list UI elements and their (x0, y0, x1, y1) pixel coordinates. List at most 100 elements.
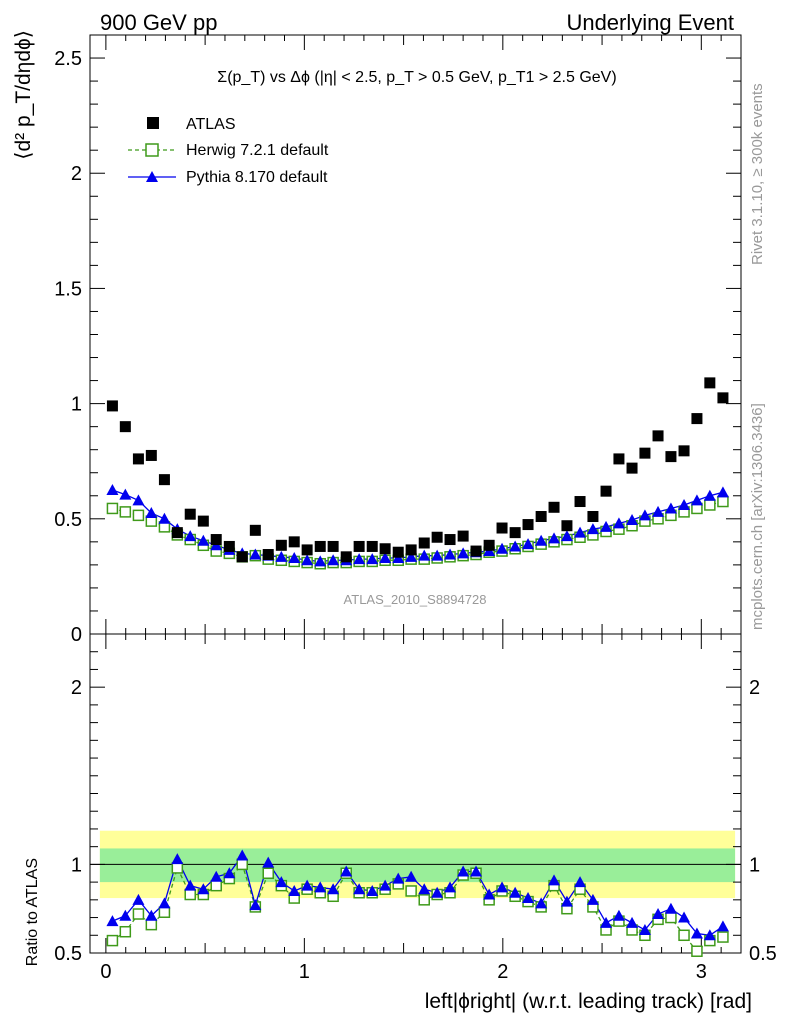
pythia-ratio-point (600, 916, 613, 928)
pythia-point (184, 530, 197, 542)
legend-label-pythia: Pythia 8.170 default (186, 169, 328, 186)
pythia-ratio-point (210, 870, 223, 882)
atlas-point (275, 539, 287, 551)
atlas-point (418, 537, 430, 549)
pythia-ratio-point (690, 927, 703, 939)
pythia-point (418, 549, 431, 561)
herwig-ratio-point (171, 862, 184, 874)
pythia-ratio-point (716, 920, 729, 932)
atlas-point (132, 453, 144, 465)
pythia-point (509, 540, 522, 552)
pythia-point (703, 489, 716, 501)
top-axes-ytick-label: 0.5 (54, 509, 82, 531)
pythia-ratio-point (496, 881, 509, 893)
pythia-ratio-point (652, 908, 665, 920)
pythia-point (548, 532, 561, 544)
herwig-point (106, 502, 119, 515)
atlas-point (379, 543, 391, 555)
atlas-point (704, 377, 716, 389)
herwig-ratio-point (132, 908, 145, 920)
pythia-point (145, 507, 158, 519)
atlas-point (301, 544, 313, 556)
pythia-point (158, 512, 171, 524)
top-axes-ytick-label: 2 (71, 163, 82, 185)
atlas-point (288, 536, 300, 548)
herwig-ratio-point (405, 885, 417, 897)
herwig-point (132, 509, 145, 522)
herwig-ratio-line (112, 863, 724, 953)
pythia-point (496, 542, 509, 554)
atlas-point (314, 540, 326, 552)
pythia-ratio-point (703, 929, 716, 941)
pythia-ratio-point (522, 892, 535, 904)
pythia-ratio-point (340, 865, 353, 877)
atlas-point (626, 462, 638, 474)
legend-marker-pythia (146, 171, 158, 182)
header-right: Underlying Event (566, 10, 734, 35)
pythia-ratio-point (379, 879, 392, 891)
pythia-point (690, 494, 703, 506)
pythia-point (119, 488, 132, 500)
top-axes: 0 0.5 1 1.5 2 2.5 (54, 34, 742, 646)
pythia-ratio-point (288, 884, 301, 896)
herwig-ratio-point (145, 918, 158, 931)
pythia-point (431, 549, 444, 561)
herwig-ratio-point (418, 894, 430, 906)
atlas-point (353, 540, 365, 552)
atlas-point (431, 531, 443, 543)
pythia-ratio-point (262, 856, 275, 868)
pythia-ratio-point (418, 883, 431, 895)
herwig-ratio-point (665, 911, 677, 924)
atlas-point (587, 511, 599, 523)
pythia-ratio-point (470, 865, 483, 877)
herwig-ratio-point (717, 931, 729, 943)
xtick-label: 2 (497, 961, 508, 983)
pythia-ratio-point (678, 911, 691, 923)
atlas-point (522, 519, 534, 531)
pythia-ratio-point (119, 909, 132, 921)
atlas-point (535, 511, 547, 523)
atlas-point (223, 540, 235, 552)
atlas-point (717, 392, 729, 404)
legend: ATLAS Herwig 7.2.1 default Pythia 8.170 … (128, 116, 329, 186)
pythia-point (366, 553, 379, 565)
atlas-point (574, 496, 586, 508)
herwig-ratio-point (184, 888, 196, 901)
pythia-ratio-point (197, 883, 210, 895)
pythia-point (197, 534, 210, 546)
atlas-point (366, 540, 378, 552)
pythia-point (301, 554, 314, 566)
herwig-point (704, 499, 716, 511)
pythia-ratio-point (145, 909, 158, 921)
atlas-point (496, 522, 508, 534)
atlas-point (405, 544, 417, 556)
pythia-point (314, 555, 327, 567)
herwig-ratio-point (678, 929, 690, 942)
pythia-ratio-point (249, 899, 262, 911)
bot-axes-ytick-label: 0.5 (54, 943, 82, 965)
atlas-point (249, 524, 261, 536)
pythia-ratio-point (223, 867, 236, 879)
top-axes-ytick-label: 1.5 (54, 278, 82, 300)
legend-marker-herwig (145, 143, 159, 157)
pythia-point (638, 509, 651, 521)
atlas-point (548, 501, 560, 513)
pythia-ratio-point (171, 853, 184, 865)
pythia-point (522, 538, 535, 550)
main-title: Σ(p_T) vs Δϕ (|η| < 2.5, p_T > 0.5 GeV, … (217, 69, 616, 86)
pythia-ratio-point (106, 915, 119, 927)
pythia-ratio-point (560, 895, 573, 907)
pythia-ratio-point (184, 879, 197, 891)
herwig-point (717, 495, 729, 508)
atlas-point (262, 549, 274, 561)
pythia-ratio-point (327, 883, 340, 895)
atlas-point (392, 546, 404, 558)
atlas-point (652, 430, 664, 442)
pythia-ratio-point (314, 881, 327, 893)
xtick-label: 3 (696, 961, 707, 983)
atlas-point (197, 515, 209, 527)
atlas-point (119, 421, 131, 433)
atlas-point (613, 453, 625, 465)
atlas-point (691, 413, 703, 425)
